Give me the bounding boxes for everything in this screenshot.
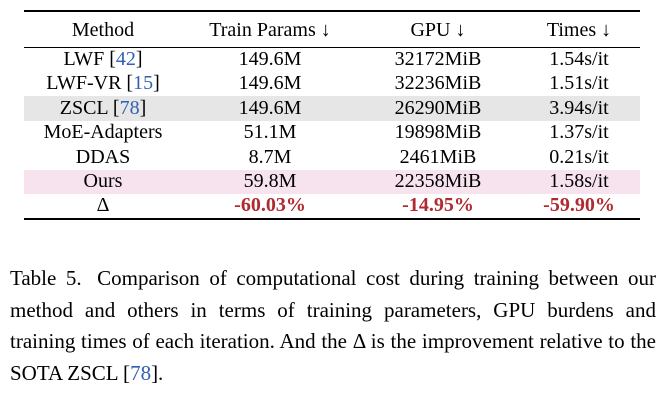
method-cell: MoE-Adapters (43, 121, 163, 144)
gpu-cell: 32236MiB (394, 72, 482, 95)
gpu-cell: 22358MiB (394, 170, 482, 193)
comparison-table: Method Train Params ↓ GPU ↓ Times ↓ LWF … (24, 10, 640, 220)
citation-link[interactable]: 42 (115, 48, 136, 70)
table-caption: Table 5. Comparison of computational cos… (10, 263, 656, 389)
params-cell: 149.6M (238, 96, 302, 119)
delta-gpu: -14.95% (358, 194, 518, 220)
table-row-ours: Ours 59.8M 22358MiB 1.58s/it (24, 169, 640, 194)
table-row-delta: Δ -60.03% -14.95% -59.90% (24, 194, 640, 220)
params-cell: 149.6M (238, 48, 302, 70)
delta-symbol: Δ (24, 194, 182, 220)
table-header-row: Method Train Params ↓ GPU ↓ Times ↓ (24, 10, 640, 48)
time-cell: 1.54s/it (549, 48, 609, 70)
method-cell: DDAS (75, 145, 131, 168)
table-row: DDAS 8.7M 2461MiB 0.21s/it (24, 145, 640, 170)
header-method: Method (24, 10, 182, 48)
citation-link[interactable]: 15 (133, 72, 154, 95)
time-cell: 1.51s/it (549, 72, 609, 95)
table-row: LWF [42] 149.6M 32172MiB 1.54s/it (24, 47, 640, 72)
table-row: LWF-VR [15] 149.6M 32236MiB 1.51s/it (24, 72, 640, 97)
method-cell: Ours (83, 170, 123, 193)
method-cell: LWF-VR [15] (46, 72, 160, 95)
time-cell: 1.58s/it (549, 170, 609, 193)
params-cell: 59.8M (243, 170, 297, 193)
params-cell: 51.1M (243, 121, 297, 144)
table-row-highlighted: ZSCL [78] 149.6M 26290MiB 3.94s/it (24, 96, 640, 121)
time-cell: 0.21s/it (549, 145, 609, 168)
method-name: LWF (63, 48, 105, 70)
params-cell: 149.6M (238, 72, 302, 95)
comparison-table-container: Method Train Params ↓ GPU ↓ Times ↓ LWF … (24, 10, 640, 220)
caption-label: Table 5. (10, 266, 82, 290)
header-times: Times ↓ (518, 10, 640, 48)
table-row: MoE-Adapters 51.1M 19898MiB 1.37s/it (24, 121, 640, 146)
caption-text: Comparison of computational cost during … (10, 266, 657, 385)
gpu-cell: 2461MiB (399, 145, 477, 168)
caption-citation-link[interactable]: 78 (130, 360, 152, 385)
header-train-params: Train Params ↓ (182, 10, 358, 48)
params-cell: 8.7M (248, 145, 292, 168)
method-cell: ZSCL [78] (59, 96, 147, 119)
delta-params: -60.03% (182, 194, 358, 220)
method-cell: LWF [42] (63, 48, 143, 70)
gpu-cell: 26290MiB (394, 96, 482, 119)
gpu-cell: 32172MiB (394, 48, 482, 70)
citation-link[interactable]: 78 (119, 96, 140, 119)
header-gpu: GPU ↓ (358, 10, 518, 48)
time-cell: 3.94s/it (549, 96, 609, 119)
caption-text-end: ]. (151, 360, 164, 385)
delta-time: -59.90% (518, 194, 640, 220)
gpu-cell: 19898MiB (394, 121, 482, 144)
method-name: LWF-VR (46, 72, 122, 95)
method-name: ZSCL (59, 96, 108, 119)
time-cell: 1.37s/it (549, 121, 609, 144)
